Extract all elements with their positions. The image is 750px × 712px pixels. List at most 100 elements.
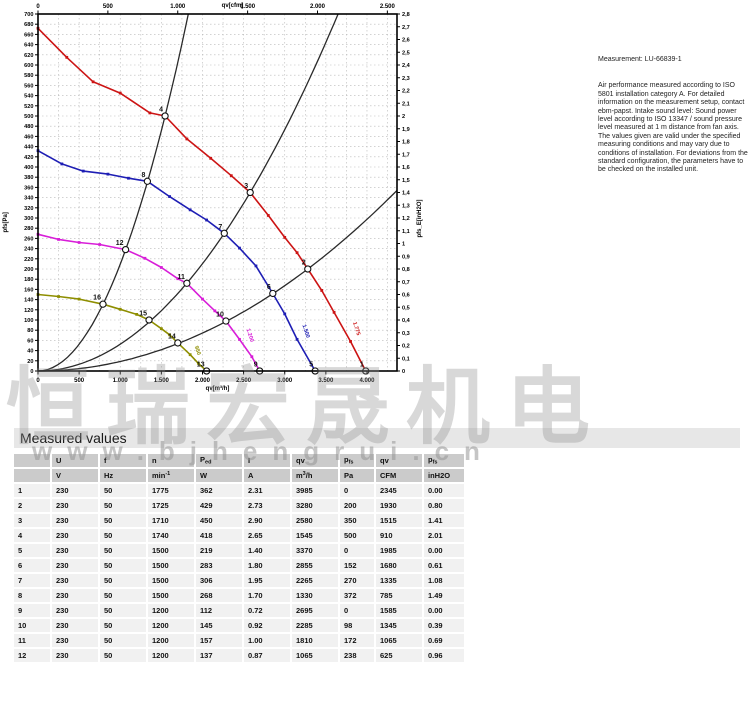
measurement-point-10 (222, 317, 230, 325)
table-cell: 230 (52, 484, 98, 497)
table-cell: 0.72 (244, 604, 290, 617)
svg-text:660: 660 (24, 32, 33, 38)
table-cell: 230 (52, 514, 98, 527)
table-cell: 2345 (376, 484, 422, 497)
svg-text:3.000: 3.000 (277, 378, 293, 384)
table-cell: 6 (14, 559, 50, 572)
table-cell: 50 (100, 514, 146, 527)
svg-text:180: 180 (24, 277, 33, 283)
svg-text:520: 520 (24, 104, 33, 110)
table-header-cell: V (52, 469, 98, 482)
table-cell: 1500 (148, 574, 194, 587)
svg-text:1,2: 1,2 (402, 216, 410, 222)
svg-text:0: 0 (30, 369, 33, 375)
svg-text:500: 500 (74, 378, 85, 384)
svg-text:1,7: 1,7 (402, 152, 410, 158)
table-cell: 10 (14, 619, 50, 632)
table-cell: 1740 (148, 529, 194, 542)
table-cell: 5 (14, 544, 50, 557)
svg-text:2: 2 (402, 114, 405, 120)
table-cell: 3280 (292, 499, 338, 512)
svg-text:2,4: 2,4 (402, 63, 411, 69)
table-cell: 1200 (148, 649, 194, 662)
y-axis-right: 0 0,1 0,2 0,3 0,4 0,5 0,6 0,7 0,8 0,9 1 1,1 1,2 1,3 1,… (397, 12, 423, 375)
svg-text:220: 220 (24, 257, 33, 263)
table-cell: 50 (100, 589, 146, 602)
table-cell: 230 (52, 574, 98, 587)
measurement-point-3 (246, 188, 254, 197)
table-cell: 50 (100, 634, 146, 647)
table-cell: 1585 (376, 604, 422, 617)
air-performance-chart: 1.775 1.500 1.200 950 1 2 3 4 5 6 7 8 9 10 11 12 13 14 15 1… (0, 0, 600, 400)
svg-text:3.500: 3.500 (318, 378, 334, 384)
info-panel: Measurement: LU-66839-1 Air performance … (598, 56, 748, 175)
svg-text:400: 400 (24, 165, 33, 171)
curve-marker (201, 297, 204, 301)
svg-text:300: 300 (24, 216, 33, 222)
table-cell: 1725 (148, 499, 194, 512)
svg-text:1.000: 1.000 (113, 378, 129, 384)
table-header-cell: Ped (196, 454, 242, 467)
measurement-point-15 (145, 316, 153, 324)
svg-text:480: 480 (24, 124, 33, 130)
table-cell: 2.01 (424, 529, 464, 542)
measurement-point-label: 8 (141, 172, 145, 179)
svg-text:680: 680 (24, 22, 33, 28)
system-curve-C (38, 189, 398, 372)
table-cell: 1545 (292, 529, 338, 542)
table-cell: 0 (340, 484, 374, 497)
table-cell: 1330 (292, 589, 338, 602)
system-curve-B (37, 13, 339, 372)
table-cell: 50 (100, 529, 146, 542)
table-cell: 1500 (148, 544, 194, 557)
curve-end-label: 1.775 (351, 321, 361, 336)
table-cell: 270 (340, 574, 374, 587)
table-cell: 372 (340, 589, 374, 602)
table-cell: 910 (376, 529, 422, 542)
table-header-cell: inH2O (424, 469, 464, 482)
curve-marker (148, 111, 152, 115)
curve-marker (118, 91, 122, 95)
svg-text:1: 1 (402, 242, 405, 248)
table-cell: 1.40 (244, 544, 290, 557)
table-cell: 172 (340, 634, 374, 647)
table-cell: 1200 (148, 604, 194, 617)
curve-marker (57, 295, 60, 298)
table-row: 5 230 50 1500 219 1.40 3370 0 1985 0.00 (14, 544, 464, 557)
curve-marker (159, 266, 163, 269)
svg-text:280: 280 (24, 226, 33, 232)
table-cell: 362 (196, 484, 242, 497)
svg-text:2,6: 2,6 (402, 38, 410, 44)
system-curve-A (37, 13, 189, 372)
svg-text:0,2: 0,2 (402, 344, 410, 350)
svg-text:80: 80 (27, 328, 33, 334)
series-1.500: 1.500 (36, 149, 317, 373)
curve-marker (320, 289, 324, 292)
table-header-cell: Hz (100, 469, 146, 482)
table-row: 11 230 50 1200 157 1.00 1810 172 1065 0.69 (14, 634, 464, 647)
measurement-note: Air performance measured according to IS… (598, 82, 748, 174)
curve-marker (332, 310, 336, 314)
table-cell: 625 (376, 649, 422, 662)
table-cell: 0.61 (424, 559, 464, 572)
table-cell: 9 (14, 604, 50, 617)
svg-text:460: 460 (24, 134, 33, 140)
curve-marker (135, 312, 139, 316)
table-cell: 230 (52, 589, 98, 602)
curve-marker (77, 241, 81, 244)
table-header-cell: CFM (376, 469, 422, 482)
svg-text:20: 20 (27, 359, 33, 365)
fan-curve-line (37, 149, 316, 372)
curve-marker (143, 256, 147, 260)
measured-values-title: Measured values (20, 430, 127, 446)
curve-marker (196, 361, 200, 365)
curve-marker (176, 277, 180, 281)
measurement-point-label: 7 (218, 224, 222, 231)
table-row: 3 230 50 1710 450 2.90 2580 350 1515 1.41 (14, 514, 464, 527)
curve-marker (159, 327, 163, 331)
table-header-cell: m3/h (292, 469, 338, 482)
curve-marker (57, 238, 60, 241)
table-cell: 2.90 (244, 514, 290, 527)
table-cell: 50 (100, 484, 146, 497)
